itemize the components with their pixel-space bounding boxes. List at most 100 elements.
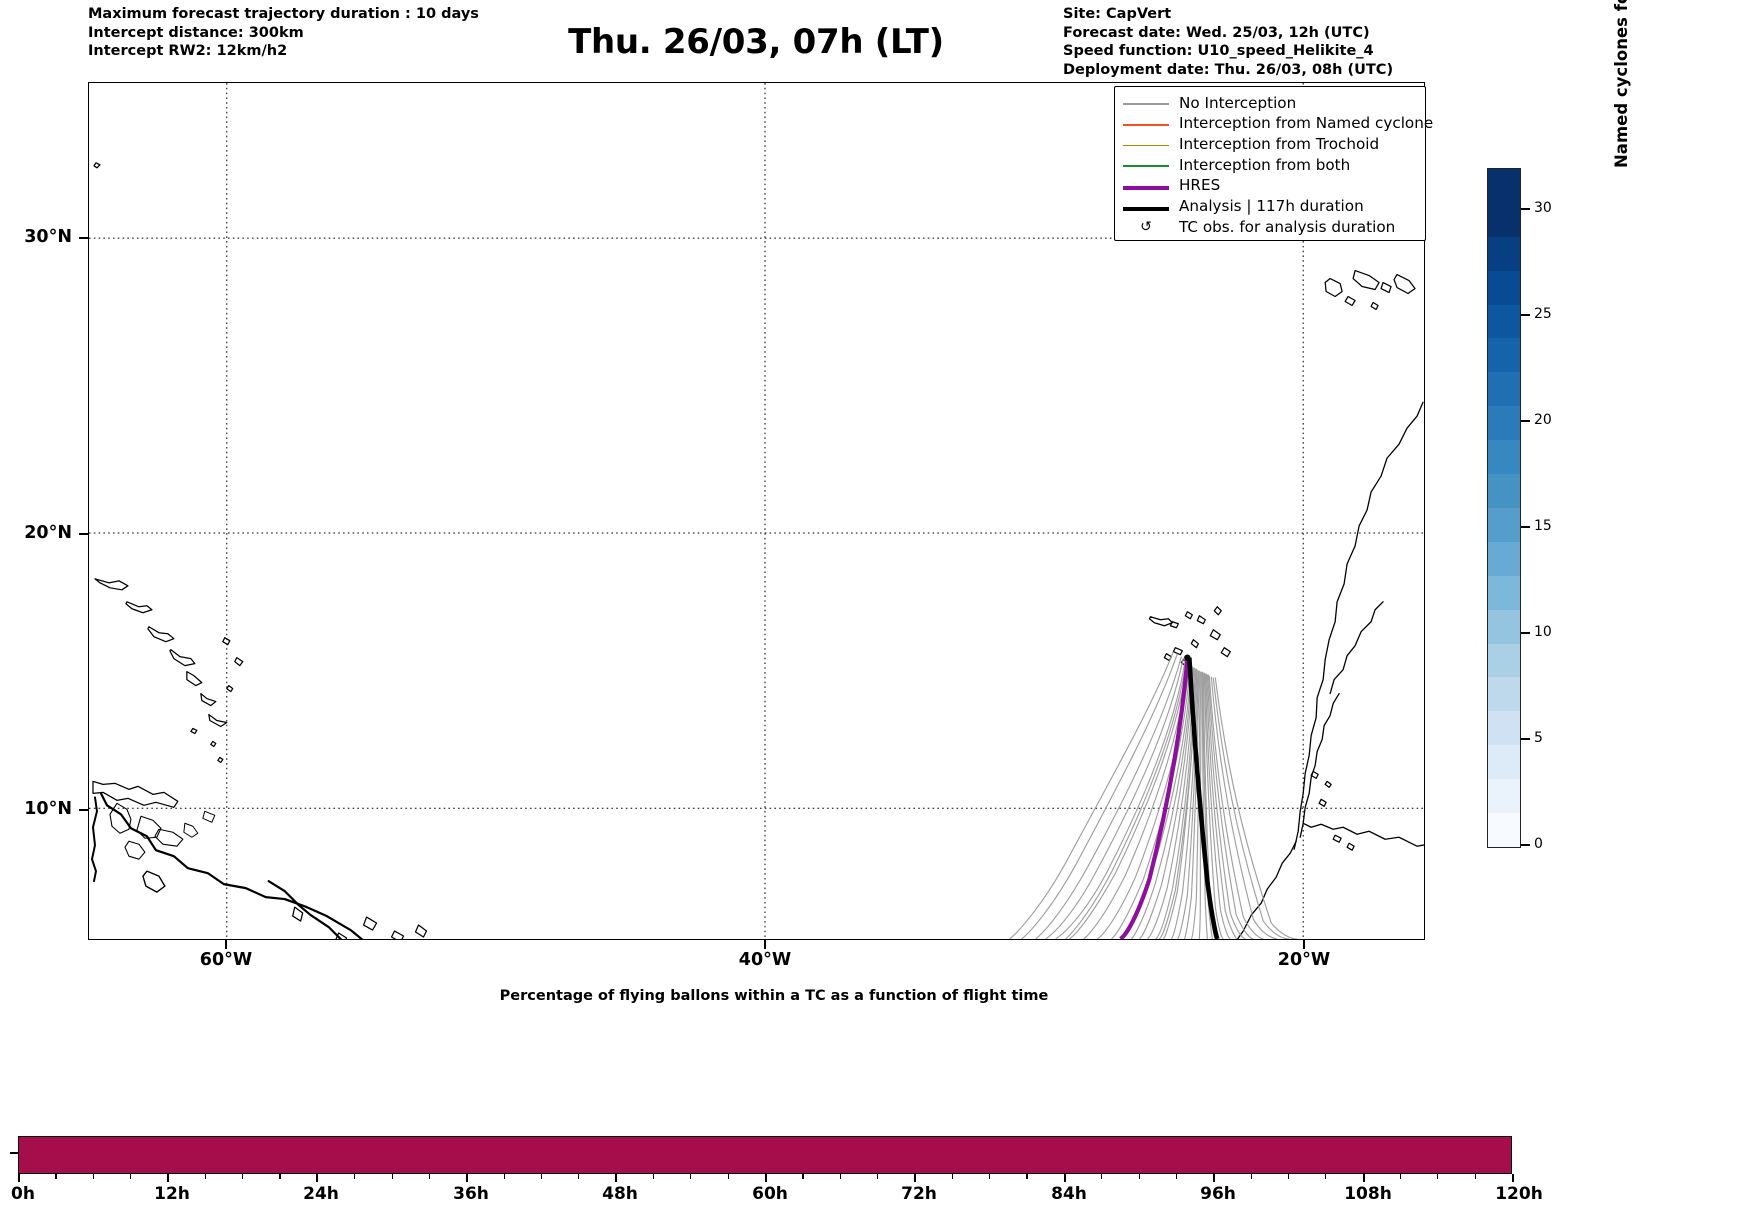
timeline-minor-tick-27h [354, 1174, 356, 1179]
timeline-label-48h: 48h [602, 1184, 638, 1204]
colorbar-tick-label-5: 5 [1534, 730, 1543, 746]
timeline-tick-24h [316, 1174, 318, 1182]
colorbar [1487, 168, 1521, 848]
legend-line-swatch [1123, 96, 1169, 110]
colorbar-tick-label-25: 25 [1534, 306, 1552, 322]
timeline-minor-tick-9h [130, 1174, 132, 1179]
colorbar-segment-11 [1488, 440, 1520, 475]
deployment-point [1184, 654, 1191, 661]
timeline-tick-0h [18, 1174, 20, 1182]
colorbar-tick-30 [1521, 208, 1530, 210]
lat-tick-mark-10n [79, 809, 88, 811]
legend-item-analysis[interactable]: Analysis | 117h duration [1123, 196, 1417, 217]
timeline-minor-tick-75h [951, 1174, 953, 1179]
timeline-label-60h: 60h [752, 1184, 788, 1204]
timeline-minor-tick-21h [279, 1174, 281, 1179]
colorbar-tick-label-15: 15 [1534, 518, 1552, 534]
timeline-label-72h: 72h [901, 1184, 937, 1204]
lat-tick-label-30n: 30°N [24, 227, 72, 247]
header-left-line-3: Intercept RW2: 12km/h2 [88, 43, 288, 59]
lon-tick-mark-60w [225, 940, 227, 949]
timeline-label-120h: 120h [1495, 1184, 1543, 1204]
timeline-minor-tick-45h [578, 1174, 580, 1179]
timeline-minor-tick-114h [1437, 1174, 1439, 1179]
lat-tick-label-10n: 10°N [24, 799, 72, 819]
colorbar-segment-5 [1488, 643, 1520, 678]
timeline-label-24h: 24h [303, 1184, 339, 1204]
legend-label: Interception from Trochoid [1179, 135, 1380, 154]
colorbar-tick-20 [1521, 420, 1530, 422]
legend-label: Analysis | 117h duration [1179, 197, 1364, 216]
timeline-minor-tick-78h [989, 1174, 991, 1179]
colorbar-segment-2 [1488, 745, 1520, 780]
colorbar-tick-15 [1521, 526, 1530, 528]
timeline-minor-tick-69h [877, 1174, 879, 1179]
timeline-minor-tick-57h [727, 1174, 729, 1179]
legend-label: No Interception [1179, 93, 1297, 112]
timeline-minor-tick-33h [428, 1174, 431, 1179]
page-title: Thu. 26/03, 07h (LT) [568, 22, 944, 62]
legend-item-hres[interactable]: HRES [1123, 176, 1417, 197]
colorbar-segment-6 [1488, 609, 1520, 644]
legend-item-no-interception[interactable]: No Interception [1123, 93, 1417, 114]
colorbar-segment-10 [1488, 474, 1520, 508]
header-right-line-3: Speed function: U10_speed_Helikite_4 [1063, 43, 1374, 59]
header-right-line-4: Deployment date: Thu. 26/03, 08h (UTC) [1063, 61, 1394, 78]
timeline-minor-tick-93h [1175, 1174, 1178, 1179]
colorbar-segment-4 [1488, 677, 1520, 712]
timeline-minor-tick-51h [652, 1174, 655, 1179]
timeline-minor-tick-18h [242, 1174, 244, 1179]
hres-track [1119, 659, 1190, 939]
legend-line-swatch [1123, 200, 1169, 214]
colorbar-tick-10 [1521, 632, 1530, 634]
timeline-label-12h: 12h [154, 1184, 190, 1204]
colorbar-title-text: Named cyclones forecast - Number of GEFS… [1612, 0, 1631, 168]
legend-item-tc-obs[interactable]: ↺ TC obs. for analysis duration [1123, 217, 1417, 238]
colorbar-segment-3 [1488, 711, 1520, 746]
colorbar-segment-0 [1488, 813, 1520, 847]
colorbar-tick-label-10: 10 [1534, 624, 1552, 640]
header-left-line-1: Maximum forecast trajectory duration : 1… [88, 6, 479, 22]
timeline-minor-tick-30h [391, 1174, 393, 1179]
lon-tick-label-20w: 20°W [1277, 950, 1331, 970]
timeline-label-0h: 0h [11, 1184, 35, 1204]
colorbar-segment-15 [1488, 304, 1520, 339]
legend-line-swatch [1123, 117, 1169, 131]
lat-tick-mark-20n [79, 533, 88, 535]
legend-label: TC obs. for analysis duration [1179, 217, 1396, 236]
cyclone-marker-icon: ↺ [1140, 219, 1152, 236]
colorbar-segment-12 [1488, 406, 1520, 441]
timeline-tick-60h [765, 1174, 767, 1182]
timeline-tick-120h [1512, 1174, 1514, 1182]
timeline-label-108h: 108h [1344, 1184, 1392, 1204]
legend-label: Interception from both [1179, 155, 1351, 174]
legend-item-named-cyclone[interactable]: Interception from Named cyclone [1123, 114, 1433, 135]
timeline-minor-tick-66h [839, 1174, 841, 1179]
timeline-tick-72h [914, 1174, 916, 1182]
timeline-minor-tick-99h [1250, 1174, 1252, 1179]
colorbar-segment-16 [1488, 270, 1520, 305]
coastlines [90, 162, 1424, 939]
legend-item-trochoid[interactable]: Interception from Trochoid [1123, 134, 1417, 155]
colorbar-tick-label-30: 30 [1534, 200, 1552, 216]
timeline-tick-108h [1363, 1174, 1365, 1182]
colorbar-tick-5 [1521, 738, 1530, 740]
timeline-minor-tick-117h [1474, 1174, 1476, 1179]
timeline-tick-84h [1064, 1174, 1066, 1182]
timeline-label-84h: 84h [1051, 1184, 1087, 1204]
lon-tick-label-60w: 60°W [199, 950, 253, 970]
legend-item-both[interactable]: Interception from both [1123, 155, 1417, 176]
colorbar-tick-label-20: 20 [1534, 412, 1552, 428]
timeline-minor-tick-3h [55, 1174, 57, 1179]
lon-tick-mark-40w [764, 940, 766, 949]
timeline-minor-tick-81h [1026, 1174, 1028, 1179]
legend-line-swatch [1123, 158, 1169, 172]
colorbar-segment-19 [1488, 168, 1520, 203]
colorbar-segment-9 [1488, 507, 1520, 542]
timeline-minor-tick-15h [204, 1174, 206, 1179]
colorbar-segment-14 [1488, 338, 1520, 373]
header-right-metadata: Site: CapVert Forecast date: Wed. 25/03,… [1063, 5, 1483, 79]
timeline-minor-tick-42h [540, 1174, 543, 1179]
timeline-minor-tick-105h [1325, 1174, 1327, 1179]
timeline-minor-tick-54h [690, 1174, 692, 1179]
